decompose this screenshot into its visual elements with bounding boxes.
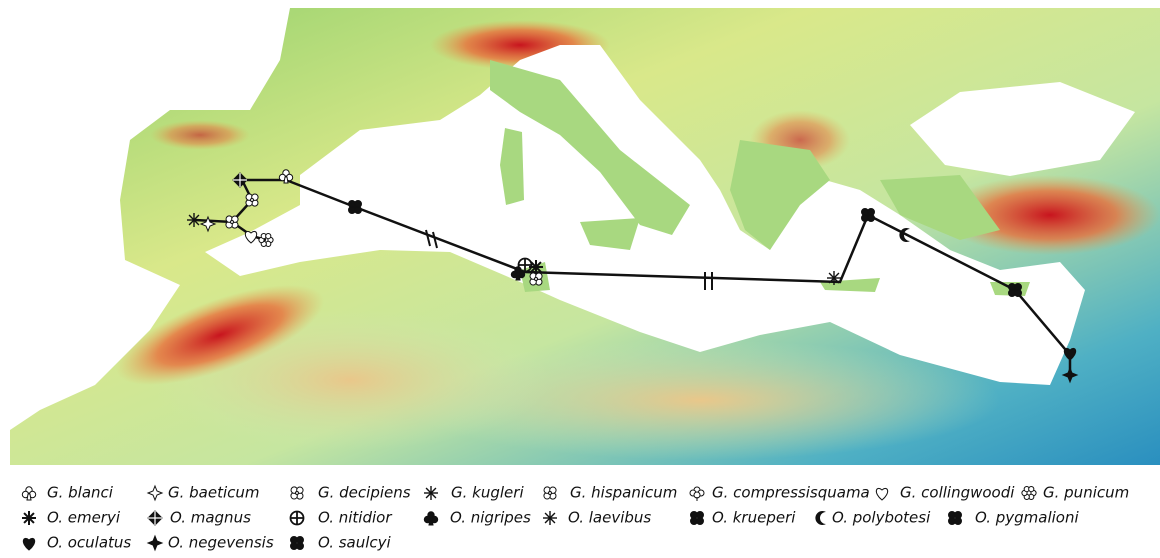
symbol-icon: [690, 487, 704, 501]
icon-part: [148, 536, 162, 550]
icon-part: [355, 207, 362, 214]
icon-part: [251, 199, 254, 202]
legend-label: G. kugleri: [451, 484, 524, 502]
icon-part: [955, 518, 962, 525]
legend-label: G. compressisquama: [712, 484, 870, 502]
legend-label: O. pygmalioni: [975, 509, 1079, 527]
icon-part: [431, 493, 436, 498]
icon-part: [549, 492, 552, 495]
legend-label: G. hispanicum: [570, 484, 677, 502]
icon-part: [266, 234, 271, 239]
legend-label: O. polybotesi: [832, 509, 931, 527]
legend-label: G. decipiens: [318, 484, 411, 502]
icon-part: [1029, 487, 1034, 492]
symbol-icon: [529, 260, 543, 274]
symbol-icon: [876, 488, 887, 500]
icon-part: [284, 177, 288, 183]
legend-label: O. negevensis: [168, 534, 274, 552]
symbol-icon: [530, 273, 542, 285]
legend-label: O. oculatus: [47, 534, 131, 552]
symbol-icon: [148, 511, 162, 525]
icon-part: [868, 215, 875, 222]
map: [10, 8, 1160, 465]
legend-label: O. laevibus: [568, 509, 651, 527]
icon-part: [876, 488, 887, 500]
icon-part: [431, 488, 436, 493]
symbol-icon: [291, 537, 304, 550]
icon-part: [296, 492, 299, 495]
legend-label: O. magnus: [170, 509, 251, 527]
icon-part: [297, 543, 304, 550]
symbol-icon: [22, 511, 36, 525]
symbol-icon: [291, 487, 303, 499]
symbol-icon: [1022, 487, 1036, 500]
icon-part: [545, 513, 550, 518]
symbol-icon: [424, 486, 438, 500]
legend-label: G. collingwoodi: [900, 484, 1015, 502]
icon-part: [1015, 290, 1022, 297]
symbol-icon: [148, 486, 162, 500]
symbol-icon: [949, 512, 962, 525]
icon-part: [426, 488, 431, 493]
icon-part: [23, 538, 34, 550]
icon-part: [27, 494, 31, 500]
icon-part: [550, 518, 555, 523]
icon-part: [535, 278, 538, 281]
symbol-icon: [543, 511, 557, 525]
legend-label: G. baeticum: [168, 484, 260, 502]
icon-part: [550, 513, 555, 518]
icon-part: [545, 518, 550, 523]
legend-label: O. krueperi: [712, 509, 796, 527]
legend-label: O. saulcyi: [318, 534, 392, 552]
legend: G. blanci G. baeticum G. decipiens G. kugle…: [22, 484, 1129, 552]
symbol-icon: [815, 511, 826, 525]
symbol-icon: [23, 538, 34, 550]
icon-part: [429, 519, 433, 525]
symbol-icon: [291, 512, 304, 525]
symbol-icon: [148, 536, 162, 550]
icon-part: [231, 221, 234, 224]
legend-label: O. emeryi: [47, 509, 121, 527]
icon-part: [148, 511, 162, 525]
symbol-icon: [691, 512, 704, 525]
figure: G. blanci G. baeticum G. decipiens G. kugle…: [0, 0, 1160, 554]
symbol-icon: [827, 271, 841, 285]
symbol-icon: [187, 213, 201, 227]
icon-part: [697, 518, 704, 525]
icon-part: [426, 493, 431, 498]
legend-label: O. nigripes: [450, 509, 531, 527]
legend-label: G. punicum: [1043, 484, 1129, 502]
icon-part: [148, 486, 162, 500]
symbol-icon: [226, 216, 238, 228]
legend-label: G. blanci: [47, 484, 114, 502]
symbol-icon: [246, 194, 258, 206]
symbol-icon: [544, 487, 556, 499]
icon-part: [516, 274, 520, 280]
legend-label: O. nitidior: [318, 509, 392, 527]
icon-part: [815, 511, 826, 525]
symbol-icon: [424, 512, 437, 525]
symbol-icon: [22, 487, 35, 500]
